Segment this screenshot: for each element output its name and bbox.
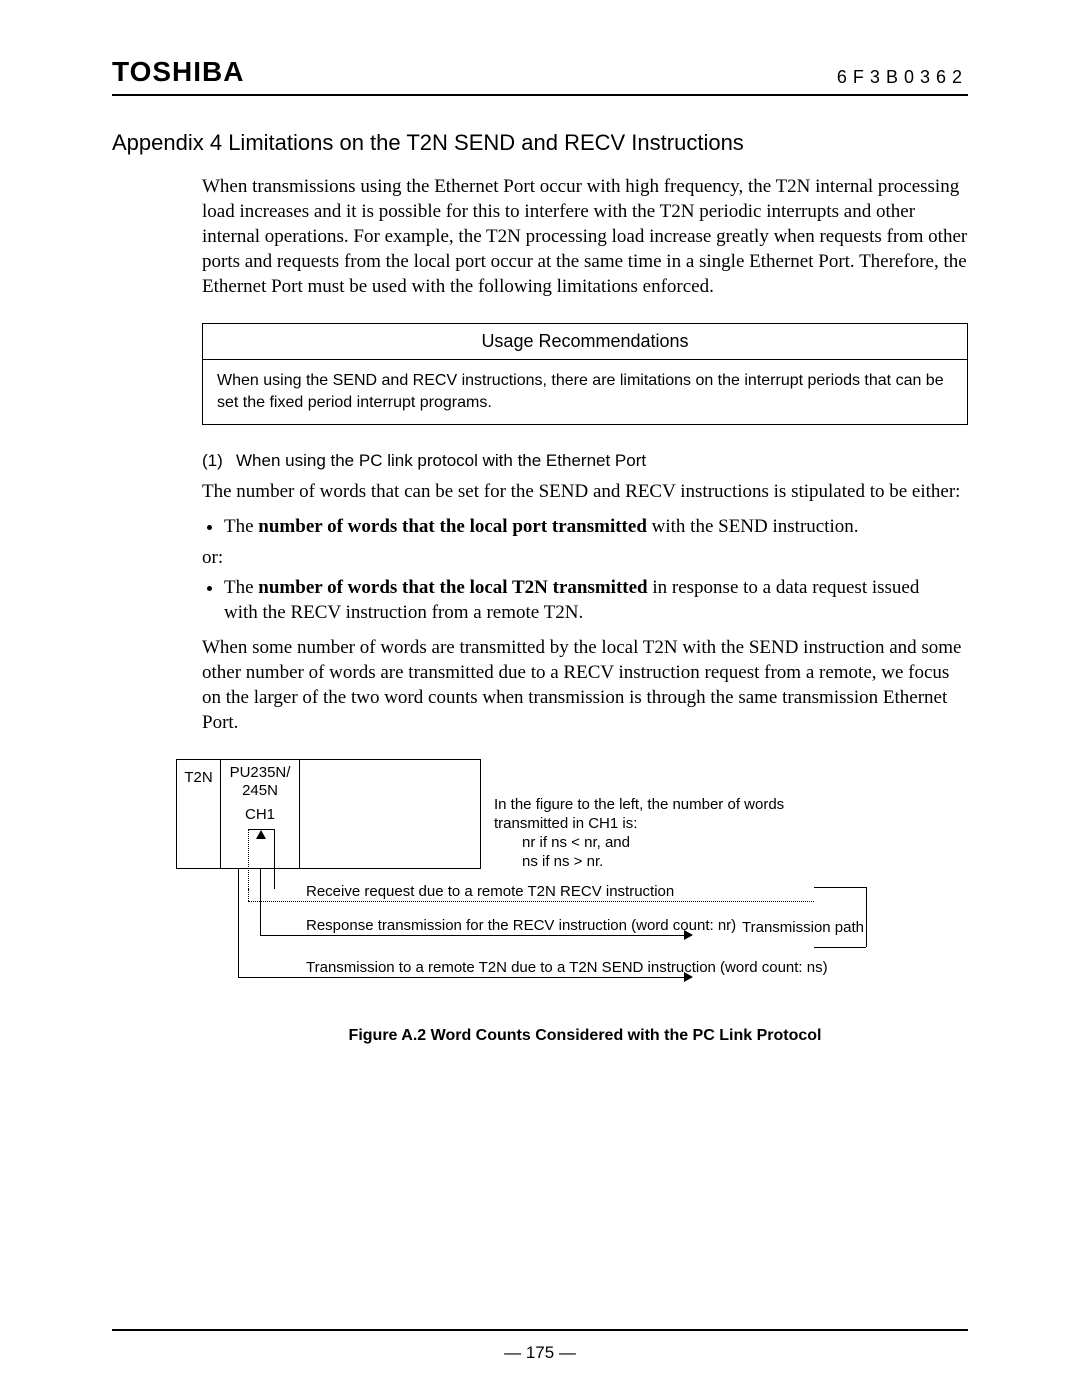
- diagram-path-right-v: [866, 887, 867, 947]
- diagram-label-resp: Response transmission for the RECV instr…: [306, 917, 736, 934]
- bullet-1-bold: number of words that the local port tran…: [258, 516, 647, 537]
- figure-caption: Figure A.2 Word Counts Considered with t…: [202, 1027, 968, 1045]
- recommendation-title: Usage Recommendations: [203, 324, 967, 360]
- diagram-conn-v2: [238, 869, 239, 977]
- bullet-2-pre: The: [224, 577, 258, 598]
- recommendation-body: When using the SEND and RECV instruction…: [203, 360, 967, 423]
- page-header: TOSHIBA 6F3B0362: [112, 56, 968, 96]
- diagram-pu-line2: 245N: [221, 782, 299, 800]
- diagram-right-line4: ns if ns > nr.: [494, 852, 784, 871]
- footer-rule: [112, 1329, 968, 1331]
- document-number: 6F3B0362: [837, 67, 968, 88]
- diagram-path-top-h: [814, 887, 866, 888]
- diagram-line-resp: [260, 935, 686, 936]
- bullet-list-2: The number of words that the local T2N t…: [112, 575, 968, 625]
- bullet-2-bold: number of words that the local T2N trans…: [258, 577, 647, 598]
- diagram-ch1-label: CH1: [221, 806, 299, 824]
- subsection-heading: (1)When using the PC link protocol with …: [202, 451, 968, 471]
- para-focus-text: When some number of words are transmitte…: [202, 635, 968, 735]
- diagram-box-t2n: T2N: [176, 759, 221, 869]
- diagram-line-recv: [248, 901, 814, 902]
- diagram-box-right: [299, 759, 481, 869]
- diagram-ch1-right: [274, 829, 275, 889]
- diagram-right-line3: nr if ns < nr, and: [494, 833, 784, 852]
- diagram-box-pu: PU235N/ 245N CH1: [220, 759, 300, 869]
- diagram-ch1-left: [248, 829, 249, 889]
- bullet-2: The number of words that the local T2N t…: [224, 575, 968, 625]
- diagram-transmission-path: Transmission path: [742, 919, 864, 936]
- diagram-right-line2: transmitted in CH1 is:: [494, 814, 784, 833]
- section-title: Appendix 4 Limitations on the T2N SEND a…: [112, 130, 968, 156]
- diagram-line-send: [238, 977, 686, 978]
- figure-diagram: T2N PU235N/ 245N CH1 In the figure to th…: [176, 759, 866, 1019]
- diagram-right-line1: In the figure to the left, the number of…: [494, 795, 784, 814]
- diagram-ch1-arrow-icon: [256, 830, 266, 839]
- subsection-number: (1): [202, 451, 236, 471]
- diagram-box-t2n-label: T2N: [177, 764, 220, 792]
- diagram-conn-dotted-v: [248, 889, 249, 901]
- diagram-path-bot-h: [814, 947, 866, 948]
- diagram-pu-line1: PU235N/: [221, 764, 299, 782]
- diagram-right-text: In the figure to the left, the number of…: [494, 795, 784, 871]
- paragraph-after-sub: The number of words that can be set for …: [202, 479, 968, 504]
- para-either: The number of words that can be set for …: [202, 479, 968, 504]
- document-page: TOSHIBA 6F3B0362 Appendix 4 Limitations …: [0, 0, 1080, 1397]
- bullet-1-pre: The: [224, 516, 258, 537]
- bullet-1: The number of words that the local port …: [224, 514, 968, 539]
- page-number: — 175 —: [0, 1343, 1080, 1363]
- diagram-conn-v1: [260, 869, 261, 935]
- diagram-label-recv: Receive request due to a remote T2N RECV…: [306, 883, 674, 900]
- intro-paragraph: When transmissions using the Ethernet Po…: [202, 174, 968, 299]
- diagram-label-send: Transmission to a remote T2N due to a T2…: [306, 959, 828, 976]
- or-line: or:: [202, 547, 968, 569]
- bullet-list-1: The number of words that the local port …: [112, 514, 968, 539]
- brand-logo: TOSHIBA: [112, 56, 245, 88]
- recommendation-box: Usage Recommendations When using the SEN…: [202, 323, 968, 424]
- bullet-1-post: with the SEND instruction.: [647, 516, 859, 537]
- intro-text: When transmissions using the Ethernet Po…: [202, 174, 968, 299]
- paragraph-focus: When some number of words are transmitte…: [202, 635, 968, 735]
- subsection-text: When using the PC link protocol with the…: [236, 451, 646, 470]
